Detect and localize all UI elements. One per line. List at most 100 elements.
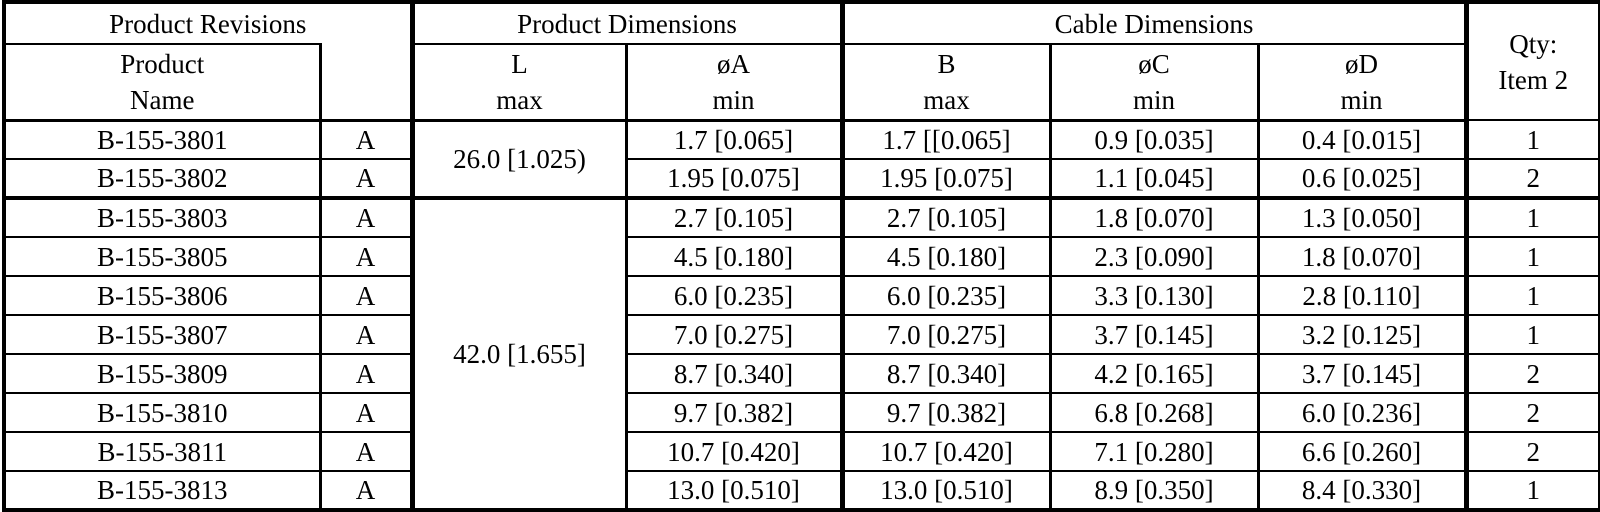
section-header-product-dimensions: Product Dimensions	[410, 1, 845, 45]
revision-cell: A	[318, 431, 415, 472]
od-header-qualifier: min	[1340, 84, 1383, 115]
oa-header-symbol: øA	[717, 48, 751, 79]
product-name-cell: B-155-3807	[2, 314, 322, 355]
b-value-cell: 1.7 [[0.065]	[840, 119, 1052, 160]
section-header-cable-dimensions: Cable Dimensions	[840, 1, 1469, 45]
oc-value-cell: 6.8 [0.268]	[1048, 392, 1260, 433]
oc-value-cell: 3.3 [0.130]	[1048, 275, 1260, 316]
product-header-line2: Name	[130, 84, 195, 115]
l-value-merged-cell: 26.0 [1.025)	[410, 119, 628, 199]
product-name-cell: B-155-3803	[2, 196, 322, 238]
revision-cell: A	[318, 119, 415, 160]
od-value-cell: 3.7 [0.145]	[1256, 353, 1469, 394]
section-header-product-revisions: Product Revisions	[2, 1, 415, 44]
oa-value-cell: 9.7 [0.382]	[624, 392, 845, 433]
od-value-cell: 6.0 [0.236]	[1256, 392, 1469, 433]
oc-value-cell: 0.9 [0.035]	[1048, 119, 1260, 160]
table-row: B-155-3810 A 9.7 [0.382] 9.7 [0.382] 6.8 [0.…	[2, 392, 1600, 433]
oa-value-cell: 4.5 [0.180]	[624, 236, 845, 277]
revision-cell: A	[318, 236, 415, 277]
oa-value-cell: 6.0 [0.235]	[624, 275, 845, 316]
column-header-product-name: Product Name	[2, 43, 322, 122]
oa-value-cell: 7.0 [0.275]	[624, 314, 845, 355]
revision-cell: A	[318, 392, 415, 433]
b-value-cell: 6.0 [0.235]	[840, 275, 1052, 316]
oa-value-cell: 1.7 [0.065]	[624, 119, 845, 160]
qty-value-cell: 1	[1464, 236, 1600, 277]
qty-value-cell: 1	[1464, 275, 1600, 316]
oa-value-cell: 2.7 [0.105]	[624, 196, 845, 238]
revision-cell: A	[318, 158, 415, 199]
oa-value-cell: 1.95 [0.075]	[624, 158, 845, 199]
oc-value-cell: 1.8 [0.070]	[1048, 196, 1260, 238]
column-header-revision	[318, 44, 415, 122]
table-row: B-155-3809 A 8.7 [0.340] 8.7 [0.340] 4.2 [0.…	[2, 353, 1600, 394]
oa-value-cell: 8.7 [0.340]	[624, 353, 845, 394]
od-value-cell: 1.8 [0.070]	[1256, 236, 1469, 277]
od-value-cell: 8.4 [0.330]	[1256, 470, 1469, 511]
revision-cell: A	[318, 470, 415, 511]
revision-cell: A	[318, 314, 415, 355]
qty-value-cell: 2	[1464, 431, 1600, 472]
qty-header-line1: Qty:	[1509, 28, 1558, 59]
column-header-oc: øC min	[1048, 43, 1260, 122]
table-body: B-155-3801 A 26.0 [1.025) 1.7 [0.065] 1.7 [[…	[2, 119, 1600, 511]
table-row: B-155-3801 A 26.0 [1.025) 1.7 [0.065] 1.7 [[…	[2, 119, 1600, 199]
oc-value-cell: 3.7 [0.145]	[1048, 314, 1260, 355]
oc-value-cell: 2.3 [0.090]	[1048, 236, 1260, 277]
table-row: B-155-3802 A 1.95 [0.075] 1.95 [0.075] 1.1 […	[2, 158, 1600, 199]
product-name-cell: B-155-3806	[2, 275, 322, 316]
table-row: B-155-3806 A 6.0 [0.235] 6.0 [0.235] 3.3 [0.…	[2, 275, 1600, 316]
product-header-line1: Product	[120, 48, 205, 79]
qty-value-cell: 2	[1464, 392, 1600, 433]
product-name-cell: B-155-3813	[2, 470, 322, 511]
product-name-cell: B-155-3811	[2, 431, 322, 472]
section-header-row: Product Revisions Product Dimensions Cab…	[2, 1, 1600, 121]
table-header: Product Revisions Product Dimensions Cab…	[2, 1, 1600, 122]
qty-value-cell: 1	[1464, 314, 1600, 355]
product-name-cell: B-155-3801	[2, 119, 322, 160]
oc-value-cell: 4.2 [0.165]	[1048, 353, 1260, 394]
b-value-cell: 9.7 [0.382]	[840, 392, 1052, 433]
qty-header-line2: Item 2	[1498, 64, 1569, 95]
table-row: B-155-3805 A 4.5 [0.180] 4.5 [0.180] 2.3 [0.…	[2, 236, 1600, 277]
product-name-cell: B-155-3809	[2, 353, 322, 394]
table-row: B-155-3807 A 7.0 [0.275] 7.0 [0.275] 3.7 [0.…	[2, 314, 1600, 355]
revision-cell: A	[318, 196, 415, 238]
od-value-cell: 6.6 [0.260]	[1256, 431, 1469, 472]
b-value-cell: 8.7 [0.340]	[840, 353, 1052, 394]
qty-value-cell: 1	[1464, 119, 1600, 160]
product-name-cell: B-155-3810	[2, 392, 322, 433]
table-row: B-155-3813 A 13.0 [0.510] 13.0 [0.510] 8.9 […	[2, 470, 1600, 511]
oc-header-symbol: øC	[1138, 48, 1170, 79]
l-header-qualifier: max	[496, 84, 543, 115]
oa-header-qualifier: min	[712, 84, 755, 115]
oc-header-qualifier: min	[1133, 84, 1176, 115]
b-value-cell: 1.95 [0.075]	[840, 158, 1052, 199]
od-value-cell: 3.2 [0.125]	[1256, 314, 1469, 355]
product-name-cell: B-155-3805	[2, 236, 322, 277]
qty-value-cell: 2	[1464, 353, 1600, 394]
od-value-cell: 2.8 [0.110]	[1256, 275, 1469, 316]
column-header-row: Product Name L max øA min B max	[2, 43, 1600, 122]
b-value-cell: 10.7 [0.420]	[840, 431, 1052, 472]
od-value-cell: 0.6 [0.025]	[1256, 158, 1469, 199]
b-value-cell: 7.0 [0.275]	[840, 314, 1052, 355]
oc-value-cell: 7.1 [0.280]	[1048, 431, 1260, 472]
column-header-b: B max	[840, 43, 1052, 122]
revision-cell: A	[318, 275, 415, 316]
b-value-cell: 2.7 [0.105]	[840, 196, 1052, 238]
od-header-symbol: øD	[1345, 48, 1379, 79]
oa-value-cell: 13.0 [0.510]	[624, 470, 845, 511]
qty-value-cell: 1	[1464, 196, 1600, 238]
qty-value-cell: 2	[1464, 158, 1600, 199]
qty-value-cell: 1	[1464, 470, 1600, 511]
table-row: B-155-3803 A 42.0 [1.655] 2.7 [0.105] 2.7 [0…	[2, 196, 1600, 511]
column-header-qty: Qty: Item 2	[1464, 1, 1600, 121]
revision-cell: A	[318, 353, 415, 394]
oc-value-cell: 1.1 [0.045]	[1048, 158, 1260, 199]
b-value-cell: 13.0 [0.510]	[840, 470, 1052, 511]
b-header-qualifier: max	[923, 84, 970, 115]
column-header-oa: øA min	[624, 43, 845, 122]
